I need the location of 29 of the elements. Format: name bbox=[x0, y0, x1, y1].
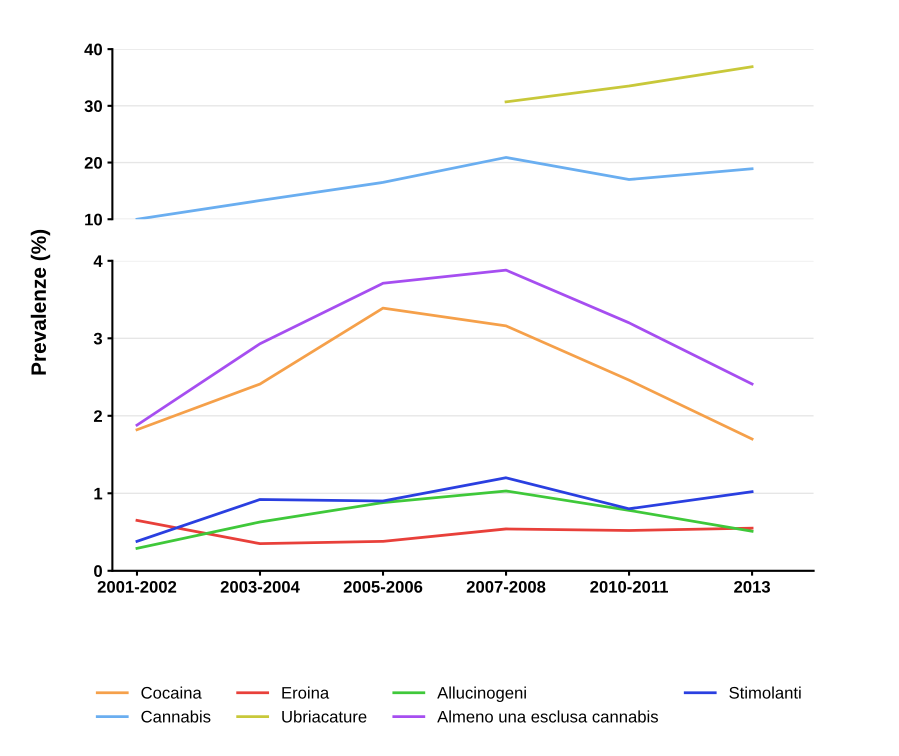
y-tick-label: 10 bbox=[85, 214, 102, 226]
legend-label: Ubriacature bbox=[282, 710, 366, 723]
line-series bbox=[136, 490, 754, 550]
y-tick-label: 2 bbox=[94, 410, 102, 422]
legend-label: Cocaina bbox=[141, 686, 202, 699]
line-series bbox=[136, 306, 754, 440]
y-tick-label: 40 bbox=[84, 44, 102, 56]
y-tick-label: 3 bbox=[94, 332, 102, 345]
legend-label: Almeno una esclusa cannabis bbox=[437, 710, 658, 723]
x-tick-label: 2010-2011 bbox=[590, 580, 668, 593]
line-series bbox=[136, 476, 754, 543]
x-tick-label: 2005-2006 bbox=[344, 580, 422, 593]
x-tick-label: 2007-2008 bbox=[466, 580, 546, 593]
legend-label: Eroina bbox=[282, 686, 330, 699]
line-series bbox=[136, 156, 754, 220]
y-tick-label: 1 bbox=[94, 488, 102, 500]
x-tick-label: 2013 bbox=[734, 580, 770, 593]
y-axis-title: Prevalenze (%) bbox=[30, 230, 50, 375]
x-tick-label: 2003-2004 bbox=[220, 580, 300, 593]
legend-label: Stimolanti bbox=[729, 686, 801, 699]
legend-label: Allucinogeni bbox=[437, 686, 526, 702]
y-tick-label: 20 bbox=[84, 156, 102, 169]
y-tick-label: 30 bbox=[84, 100, 102, 112]
line-series bbox=[136, 519, 754, 546]
y-tick-label: 4 bbox=[94, 255, 103, 267]
legend-label: Cannabis bbox=[141, 710, 210, 723]
line-series bbox=[136, 268, 754, 426]
x-tick-label: 2001-2002 bbox=[98, 580, 176, 593]
y-tick-label: 0 bbox=[94, 565, 102, 577]
